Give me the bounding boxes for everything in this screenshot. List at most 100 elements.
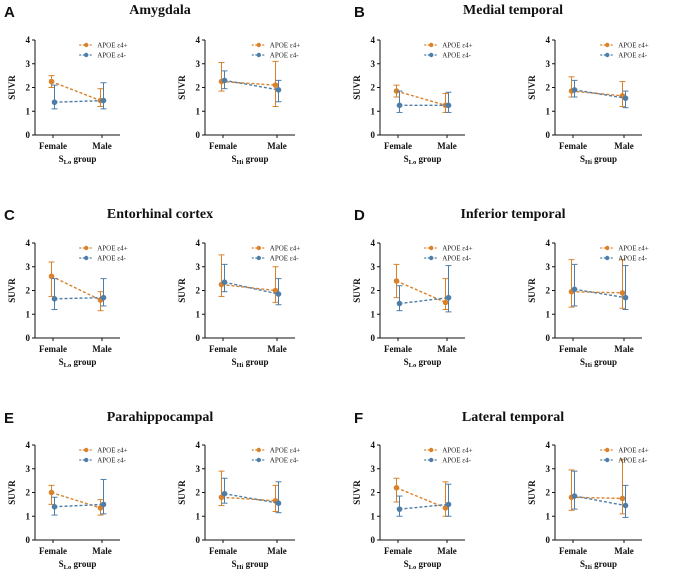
x-tick-label: Female <box>209 141 237 151</box>
panel-title-d: Inferior temporal <box>460 207 565 222</box>
y-tick-label: 3 <box>371 59 376 69</box>
x-axis-label: SLo group <box>59 154 97 166</box>
y-tick-label: 1 <box>546 309 551 319</box>
x-label-prefix: S <box>580 357 585 367</box>
y-axis-label: SUVR <box>177 480 187 505</box>
data-point <box>272 82 279 88</box>
y-tick-label: 3 <box>196 262 201 272</box>
y-tick-label: 3 <box>26 59 31 69</box>
y-tick-label: 0 <box>196 535 201 545</box>
legend-label-neg: APOE ε4- <box>270 255 299 263</box>
chart-b-lo: 0 1 2 3 4 Female Male SUVR SLo group APOE ε4+ APOE… <box>352 35 473 166</box>
x-tick-label: Male <box>267 546 287 556</box>
legend-marker-neg <box>429 255 434 261</box>
x-tick-label: Female <box>559 546 587 556</box>
y-tick-label: 4 <box>196 35 201 45</box>
series-line-neg <box>224 79 279 91</box>
series-line-neg <box>224 492 279 504</box>
data-point <box>571 286 578 293</box>
panel-letter-b: B <box>354 4 365 21</box>
x-label-prefix: S <box>580 559 585 569</box>
legend-marker-pos <box>84 245 89 251</box>
panel-title-f: Lateral temporal <box>462 410 564 425</box>
x-label-prefix: S <box>59 154 64 164</box>
x-label-suffix: group <box>416 559 441 569</box>
y-tick-label: 4 <box>371 35 376 45</box>
y-tick-label: 0 <box>371 130 376 140</box>
x-label-suffix: group <box>71 559 96 569</box>
legend-label-neg: APOE ε4- <box>97 457 126 465</box>
x-label-subscript: Hi <box>237 159 244 166</box>
series-line-neg <box>574 89 626 99</box>
data-point <box>396 300 403 307</box>
y-tick-label: 3 <box>546 262 551 272</box>
series-line-neg <box>399 503 449 510</box>
panel-title-c: Entorhinal cortex <box>107 207 213 222</box>
data-point <box>445 294 452 301</box>
x-tick-label: Female <box>559 344 587 354</box>
x-label-suffix: group <box>243 559 268 569</box>
y-tick-label: 4 <box>26 238 31 248</box>
data-point <box>396 506 403 512</box>
x-label-suffix: group <box>243 357 268 367</box>
x-tick-label: Male <box>437 546 457 556</box>
y-axis-label: SUVR <box>352 75 362 100</box>
y-tick-label: 2 <box>546 488 551 498</box>
y-tick-label: 0 <box>26 130 31 140</box>
y-tick-label: 0 <box>546 130 551 140</box>
data-point <box>48 489 55 496</box>
x-label-subscript: Lo <box>64 362 72 369</box>
series-line-pos <box>221 283 276 292</box>
y-tick-label: 1 <box>371 511 376 521</box>
x-label-subscript: Hi <box>237 564 244 571</box>
y-tick-label: 4 <box>26 440 31 450</box>
x-label-subscript: Lo <box>409 159 417 166</box>
y-tick-label: 1 <box>196 106 201 116</box>
data-point <box>48 273 55 280</box>
data-point <box>396 102 403 109</box>
x-label-prefix: S <box>404 154 409 164</box>
legend-marker-pos <box>605 42 610 48</box>
series-line-neg <box>224 281 279 295</box>
series-line-neg <box>54 99 104 103</box>
data-point <box>442 299 449 306</box>
series-line-neg <box>574 288 626 299</box>
data-point <box>622 95 629 101</box>
data-point <box>100 97 107 104</box>
x-label-suffix: group <box>592 357 617 367</box>
x-tick-label: Female <box>384 546 412 556</box>
x-label-suffix: group <box>592 154 617 164</box>
data-point <box>48 78 55 85</box>
legend-label-pos: APOE ε4+ <box>618 245 648 253</box>
panel-title-b: Medial temporal <box>463 3 563 18</box>
x-label-subscript: Lo <box>409 362 417 369</box>
series-line-pos <box>396 487 446 509</box>
series-line-neg <box>54 503 104 508</box>
legend-label-pos: APOE ε4+ <box>618 42 648 50</box>
x-axis-label: SLo group <box>59 357 97 369</box>
legend-marker-neg <box>84 457 89 463</box>
y-tick-label: 2 <box>196 488 201 498</box>
legend-marker-pos <box>256 447 261 453</box>
x-tick-label: Male <box>267 141 287 151</box>
chart-b-hi: 0 1 2 3 4 Female Male SUVR SHi group APOE ε4+ APOE… <box>527 35 649 166</box>
y-tick-label: 1 <box>546 106 551 116</box>
legend-marker-neg <box>605 255 610 261</box>
y-axis-label: SUVR <box>352 278 362 303</box>
legend-label-neg: APOE ε4- <box>97 52 126 60</box>
panel-title-e: Parahippocampal <box>107 410 214 425</box>
y-tick-label: 4 <box>546 35 551 45</box>
legend-marker-pos <box>256 42 261 48</box>
y-tick-label: 2 <box>371 488 376 498</box>
x-label-prefix: S <box>232 154 237 164</box>
y-tick-label: 2 <box>196 286 201 296</box>
x-label-suffix: group <box>71 357 96 367</box>
y-tick-label: 4 <box>196 238 201 248</box>
y-tick-label: 4 <box>371 440 376 450</box>
y-axis-label: SUVR <box>7 75 17 100</box>
chart-a-hi: 0 1 2 3 4 Female Male SUVR SHi group APOE ε4+ APOE… <box>177 35 300 166</box>
x-axis-label: SLo group <box>404 357 442 369</box>
x-tick-label: Female <box>209 344 237 354</box>
y-tick-label: 2 <box>546 286 551 296</box>
y-tick-label: 1 <box>26 309 31 319</box>
